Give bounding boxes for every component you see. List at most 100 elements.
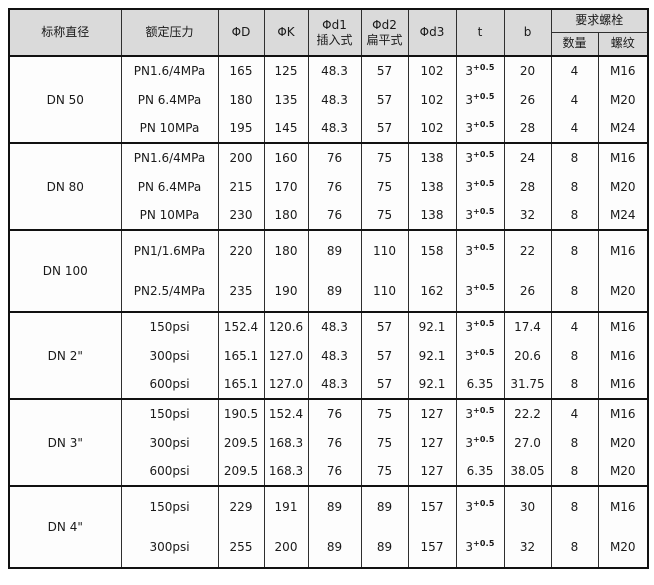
b-cell: 20	[503, 55, 552, 85]
phi-d3-cell: 127	[407, 398, 457, 428]
flange-spec-table: 标称直径 额定压力 ΦD ΦK Φd1 插入式 Φd2 扁平式 Φd3 t b 要求…	[8, 8, 650, 569]
phi-d-cell: 195	[217, 114, 265, 143]
pressure-cell: 600psi	[120, 457, 219, 486]
b-cell: 20.6	[503, 341, 552, 370]
t-cell: 3+0.5	[455, 201, 505, 230]
t-value: 3	[465, 244, 473, 258]
header-bolt-thread: 螺纹	[597, 32, 649, 57]
bolt-thread-cell: M16	[597, 341, 649, 370]
bolt-qty-cell: 8	[550, 341, 599, 370]
phi-k-cell: 168.3	[263, 428, 309, 457]
phi-d1-cell: 48.3	[307, 311, 362, 341]
t-cell: 3+0.5	[455, 485, 505, 527]
header-t: t	[455, 9, 505, 57]
bolt-thread-cell: M16	[597, 142, 649, 172]
phi-d3-cell: 102	[407, 55, 457, 85]
t-cell: 3+0.5	[455, 142, 505, 172]
t-tolerance: +0.5	[472, 434, 495, 444]
phi-d3-cell: 102	[407, 114, 457, 143]
t-cell: 3+0.5	[455, 311, 505, 341]
bolt-qty-cell: 4	[550, 311, 599, 341]
phi-d3-cell: 92.1	[407, 370, 457, 399]
b-cell: 22.2	[503, 398, 552, 428]
b-cell: 30	[503, 485, 552, 527]
header-phi-d1-line1: Φd1	[322, 17, 347, 32]
phi-d-cell: 255	[217, 527, 265, 568]
phi-d-cell: 165.1	[217, 341, 265, 370]
t-tolerance: +0.5	[472, 150, 495, 159]
t-value: 3	[465, 92, 473, 107]
b-cell: 31.75	[503, 370, 552, 399]
table-row: 300psi 255 200 89 89 157 3+0.5 32 8 M20	[9, 527, 649, 568]
phi-d2-cell: 75	[360, 172, 409, 201]
phi-k-cell: 191	[263, 485, 309, 527]
t-value: 3	[465, 320, 473, 334]
phi-d1-cell: 76	[307, 428, 362, 457]
t-value: 3	[465, 179, 473, 194]
phi-k-cell: 127.0	[263, 370, 309, 399]
bolt-thread-cell: M20	[597, 172, 649, 201]
t-tolerance: +0.5	[472, 63, 495, 72]
t-cell: 3+0.5	[455, 85, 505, 114]
table-row: DN 80 PN1.6/4MPa 200 160 76 75 138 3+0.5 24 8 M16	[9, 142, 649, 230]
phi-d2-cell: 57	[360, 370, 409, 399]
phi-d1-cell: 76	[307, 142, 362, 172]
phi-d2-cell: 75	[360, 201, 409, 230]
table-row: PN 6.4MPa 215 170 76 75 138 3+0.5 28 8 M20	[9, 172, 649, 201]
t-value: 3	[465, 435, 473, 450]
phi-k-cell: 135	[263, 85, 309, 114]
bolt-qty-cell: 8	[550, 527, 599, 568]
phi-k-cell: 152.4	[263, 398, 309, 428]
t-value: 3	[465, 407, 473, 421]
phi-d2-cell: 57	[360, 114, 409, 143]
bolt-thread-cell: M16	[597, 311, 649, 341]
table-row: DN 2" 150psi 152.4 120.6 48.3 57 92.1 3+0.5 17.4…	[9, 311, 649, 399]
t-value: 3	[465, 540, 473, 554]
phi-d-cell: 152.4	[217, 311, 265, 341]
t-tolerance: +0.5	[472, 406, 495, 415]
phi-k-cell: 170	[263, 172, 309, 201]
t-cell: 3+0.5	[455, 271, 505, 312]
b-cell: 32	[503, 201, 552, 230]
table-row: PN 10MPa 230 180 76 75 138 3+0.5 32 8 M24	[9, 201, 649, 230]
bolt-qty-cell: 4	[550, 55, 599, 85]
table-row: DN 3" 150psi 190.5 152.4 76 75 127 3+0.5 22.2 4 M1…	[9, 398, 649, 486]
table-row: DN 100 PN1/1.6MPa 220 180 89 110 158 3+0.5 22 8 M1…	[9, 229, 649, 312]
phi-d2-cell: 75	[360, 428, 409, 457]
bolt-thread-cell: M16	[597, 398, 649, 428]
header-phi-d2-line2: 扁平式	[366, 32, 403, 47]
bolt-thread-cell: M20	[597, 457, 649, 486]
phi-d2-cell: 110	[360, 271, 409, 312]
phi-d2-cell: 57	[360, 311, 409, 341]
phi-d1-cell: 48.3	[307, 370, 362, 399]
header-phi-d1-insert: Φd1 插入式	[307, 9, 362, 57]
b-cell: 38.05	[503, 457, 552, 486]
pressure-cell: PN 6.4MPa	[120, 85, 219, 114]
b-cell: 24	[503, 142, 552, 172]
t-value: 6.35	[466, 377, 494, 391]
phi-d3-cell: 157	[407, 485, 457, 527]
t-tolerance: +0.5	[472, 91, 495, 101]
header-phi-d: ΦD	[217, 9, 265, 57]
t-tolerance: +0.5	[472, 207, 495, 216]
phi-d2-cell: 57	[360, 341, 409, 370]
diameter-cell: DN 4"	[9, 485, 122, 568]
b-cell: 22	[503, 229, 552, 271]
t-cell: 3+0.5	[455, 229, 505, 271]
bolt-qty-cell: 4	[550, 398, 599, 428]
bolt-qty-cell: 8	[550, 229, 599, 271]
phi-d3-cell: 157	[407, 527, 457, 568]
b-cell: 26	[503, 85, 552, 114]
t-cell: 3+0.5	[455, 398, 505, 428]
header-phi-k: ΦK	[263, 9, 309, 57]
t-value: 3	[465, 500, 473, 514]
phi-d-cell: 209.5	[217, 457, 265, 486]
phi-d-cell: 209.5	[217, 428, 265, 457]
diameter-cell: DN 100	[9, 229, 122, 312]
bolt-qty-cell: 8	[550, 172, 599, 201]
phi-k-cell: 125	[263, 55, 309, 85]
pressure-cell: PN2.5/4MPa	[120, 271, 219, 312]
pressure-cell: 300psi	[120, 428, 219, 457]
t-tolerance: +0.5	[472, 319, 495, 328]
phi-d2-cell: 110	[360, 229, 409, 271]
